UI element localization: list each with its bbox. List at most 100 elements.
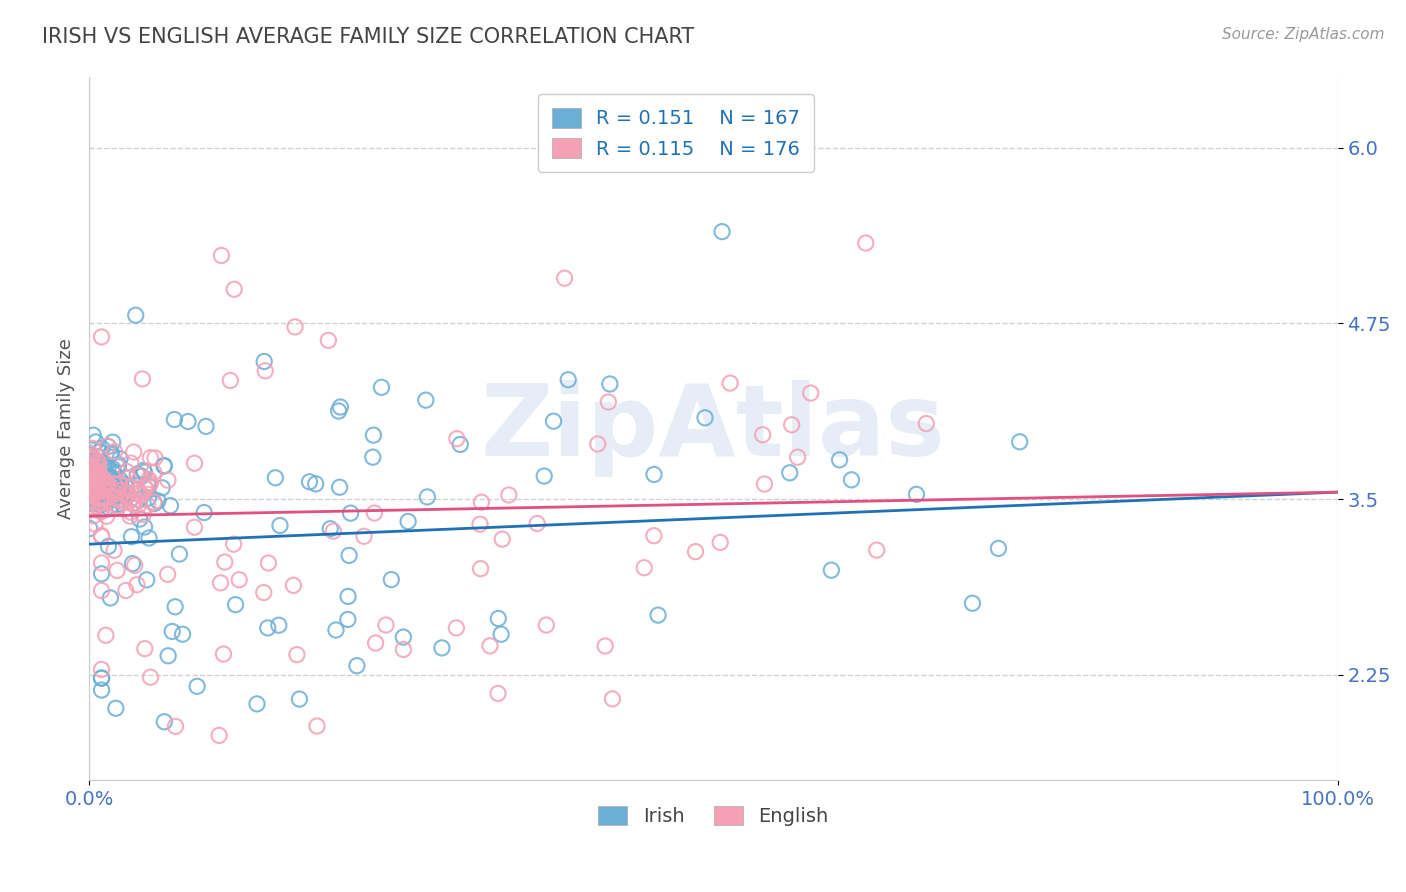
Point [134,465,156,479]
Point [329,480,352,494]
Point [82,456,104,470]
Point [693,410,716,425]
Point [557,373,579,387]
Point [489,627,512,641]
Point [142,466,165,480]
Point [87,486,110,500]
Point [97,483,120,497]
Point [97,461,120,475]
Point [392,642,415,657]
Point [96,509,118,524]
Point [86,471,108,485]
Point [90,528,112,542]
Point [89,445,111,459]
Point [84,517,107,532]
Point [156,473,179,487]
Point [380,573,402,587]
Point [93,469,115,483]
Point [124,558,146,573]
Point [449,437,471,451]
Point [127,487,149,501]
Point [79,446,101,460]
Point [285,648,308,662]
Point [156,567,179,582]
Point [150,481,173,495]
Point [91,479,114,493]
Point [83,476,105,491]
Point [80,450,103,464]
Point [305,476,328,491]
Point [79,486,101,500]
Point [79,479,101,493]
Point [194,419,217,434]
Point [105,493,128,508]
Point [478,639,501,653]
Point [643,529,665,543]
Point [318,334,340,348]
Point [127,468,149,483]
Point [83,455,105,469]
Point [87,455,110,469]
Point [103,467,125,482]
Point [153,459,176,474]
Point [135,573,157,587]
Point [115,480,138,494]
Point [80,464,103,478]
Point [93,479,115,493]
Point [82,442,104,456]
Point [79,494,101,508]
Point [139,475,162,490]
Point [107,459,129,474]
Point [486,611,509,625]
Point [90,330,112,344]
Point [415,393,437,408]
Point [90,496,112,510]
Point [103,543,125,558]
Point [94,475,117,489]
Point [91,483,114,497]
Point [754,477,776,491]
Point [125,486,148,500]
Point [470,562,492,576]
Point [87,477,110,491]
Point [80,483,103,498]
Point [111,495,134,509]
Point [1008,434,1031,449]
Point [93,477,115,491]
Point [165,599,187,614]
Point [120,480,142,494]
Point [91,442,114,456]
Point [134,479,156,493]
Point [117,471,139,485]
Point [709,535,731,549]
Point [94,476,117,491]
Point [329,400,352,414]
Point [82,458,104,473]
Point [96,458,118,472]
Point [370,380,392,394]
Point [337,590,360,604]
Point [79,472,101,486]
Point [105,563,128,577]
Point [77,464,100,478]
Point [131,469,153,483]
Point [143,497,166,511]
Point [543,414,565,428]
Point [186,679,208,693]
Point [101,475,124,489]
Point [80,501,103,516]
Point [84,472,107,486]
Point [169,547,191,561]
Point [121,557,143,571]
Point [536,618,558,632]
Point [98,485,121,500]
Point [82,479,104,493]
Text: ZipAtlas: ZipAtlas [481,380,946,477]
Point [212,647,235,661]
Point [283,578,305,592]
Point [80,489,103,503]
Point [328,404,350,418]
Point [82,497,104,511]
Point [98,501,121,516]
Point [468,517,491,532]
